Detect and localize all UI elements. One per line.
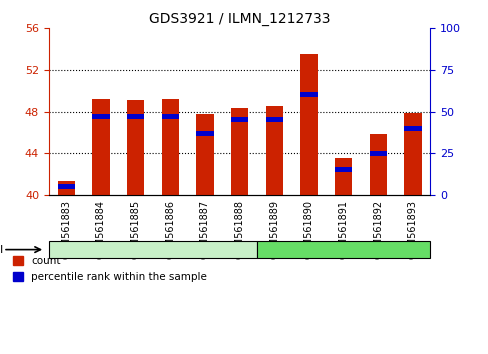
Bar [58,184,75,189]
Text: protocol: protocol [0,245,3,255]
Bar [334,158,351,195]
Bar [230,117,248,122]
Bar [161,99,179,195]
Bar [265,106,283,195]
Bar [127,100,144,195]
Bar [92,99,109,195]
Bar [196,131,213,136]
Bar [300,92,317,97]
FancyBboxPatch shape [256,241,429,258]
Bar [127,114,144,119]
Bar [161,114,179,119]
Legend: count, percentile rank within the sample: count, percentile rank within the sample [8,252,211,286]
Bar [58,181,75,195]
Title: GDS3921 / ILMN_1212733: GDS3921 / ILMN_1212733 [148,12,330,26]
Bar [334,167,351,172]
Bar [196,114,213,195]
Bar [369,135,386,195]
Text: microbiota depleted: microbiota depleted [287,245,399,255]
Bar [230,108,248,195]
Bar [300,54,317,195]
Bar [404,113,421,195]
Bar [369,150,386,156]
Bar [92,114,109,119]
Bar [265,117,283,122]
Bar [404,126,421,131]
Text: control: control [133,245,172,255]
FancyBboxPatch shape [49,241,256,258]
